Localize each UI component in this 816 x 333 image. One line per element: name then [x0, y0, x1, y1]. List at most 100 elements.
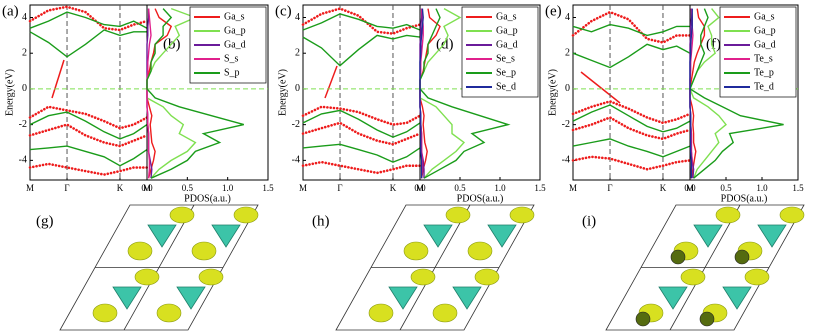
series-line — [419, 8, 511, 179]
isosurface-teal — [176, 286, 206, 310]
plot-frame — [302, 4, 421, 181]
atom-dark — [699, 311, 715, 327]
series-line — [301, 160, 422, 175]
y-tick-label: 0 — [22, 83, 27, 94]
y-tick-label: -2 — [19, 119, 27, 130]
isosurface-yellow — [368, 303, 394, 323]
series-line — [572, 104, 691, 133]
isosurface-teal — [658, 286, 688, 310]
x-tick-label: 1.0 — [494, 183, 506, 193]
cell-outline — [605, 204, 805, 331]
arrow — [51, 59, 65, 99]
x-tick-label: 1.5 — [534, 183, 546, 193]
isosurface-teal — [147, 224, 177, 248]
x-tick-label: 0.0 — [414, 183, 426, 193]
series-line — [301, 7, 422, 35]
y-tick-label: 4 — [295, 12, 300, 23]
isosurface-yellow — [92, 303, 118, 323]
isosurface-yellow — [198, 268, 224, 286]
series-line — [571, 116, 692, 141]
isosurface-yellow — [509, 206, 535, 224]
series-line — [302, 109, 421, 138]
x-tick-label: 0.5 — [182, 183, 194, 193]
isosurface-yellow — [715, 206, 741, 224]
x-tick-label: 1.0 — [756, 183, 768, 193]
series-line — [29, 11, 148, 29]
series-line — [689, 8, 784, 179]
x-tick-label: 0.0 — [684, 183, 696, 193]
series-line — [29, 29, 147, 58]
isosurface-yellow — [191, 241, 217, 261]
isosurface-yellow — [432, 303, 458, 323]
series-line — [28, 5, 149, 32]
legend-label: Te_s — [754, 53, 773, 64]
arrow — [324, 65, 338, 99]
series-line — [146, 8, 244, 179]
series-line — [302, 143, 421, 163]
legend-label: Ga_d — [754, 39, 776, 50]
series-line — [302, 34, 421, 67]
x-tick-label: K — [390, 183, 397, 193]
y-tick-label: -2 — [562, 119, 570, 130]
legend-box — [719, 6, 797, 98]
series-line — [28, 105, 149, 130]
x-axis-label: PDOS(a.u.) — [721, 193, 768, 204]
legend-label: Ga_s — [224, 11, 245, 22]
legend-label: S_s — [224, 53, 239, 64]
cell-outline — [335, 204, 535, 331]
legend-label: Ga_p — [224, 25, 246, 36]
x-tick-label: 1.0 — [222, 183, 234, 193]
isosurface-yellow — [467, 241, 493, 261]
cell-outline — [59, 204, 259, 331]
x-tick-label: M — [569, 183, 577, 193]
y-tick-label: -4 — [19, 155, 27, 166]
legend-label: Se_p — [496, 67, 516, 78]
panel-label: (f) — [706, 36, 721, 52]
atom-dark — [635, 311, 651, 327]
series-line — [571, 100, 692, 125]
isosurface-teal — [487, 224, 517, 248]
series-line — [572, 43, 691, 69]
x-tick-label: Γ — [607, 183, 612, 193]
isosurface-teal — [757, 224, 787, 248]
legend-label: Ga_p — [754, 25, 776, 36]
isosurface-yellow — [410, 268, 436, 286]
isosurface-yellow — [169, 206, 195, 224]
series-line — [689, 8, 727, 179]
x-tick-label: M — [26, 183, 34, 193]
x-tick-label: 1.5 — [262, 183, 274, 193]
legend-label: Ga_p — [496, 25, 518, 36]
vbm-cbm-arrows — [51, 59, 621, 104]
x-tick-label: 0.5 — [720, 183, 732, 193]
legend-label: Ga_s — [754, 11, 775, 22]
atom-dark — [670, 249, 686, 265]
isosurface-teal — [452, 286, 482, 310]
series-line — [689, 8, 693, 179]
series-line — [146, 8, 152, 179]
atom-dark — [734, 249, 750, 265]
x-axis-label: PDOS(a.u.) — [184, 193, 231, 204]
x-tick-label: M — [686, 183, 694, 193]
legend-box — [461, 6, 539, 98]
x-tick-label: 0.0 — [141, 183, 153, 193]
structure-cell — [605, 204, 805, 331]
legend-label: Ga_d — [224, 39, 246, 50]
x-tick-label: 0.5 — [454, 183, 466, 193]
legend-label: S_p — [224, 67, 240, 78]
panel-label: (e) — [545, 3, 562, 19]
series-line — [571, 10, 692, 44]
isosurface-yellow — [134, 268, 160, 286]
y-tick-label: 0 — [295, 83, 300, 94]
y-tick-label: -2 — [292, 119, 300, 130]
series-line — [302, 13, 421, 31]
panel-label: (a) — [2, 3, 19, 19]
series-line — [28, 123, 149, 148]
series-line — [572, 23, 690, 37]
isosurface-teal — [211, 224, 241, 248]
y-tick-label: 4 — [22, 12, 27, 23]
isosurface-yellow — [156, 303, 182, 323]
isosurface-yellow — [474, 268, 500, 286]
series-line — [572, 138, 691, 158]
isosurface-teal — [112, 286, 142, 310]
x-tick-label: K — [117, 183, 124, 193]
